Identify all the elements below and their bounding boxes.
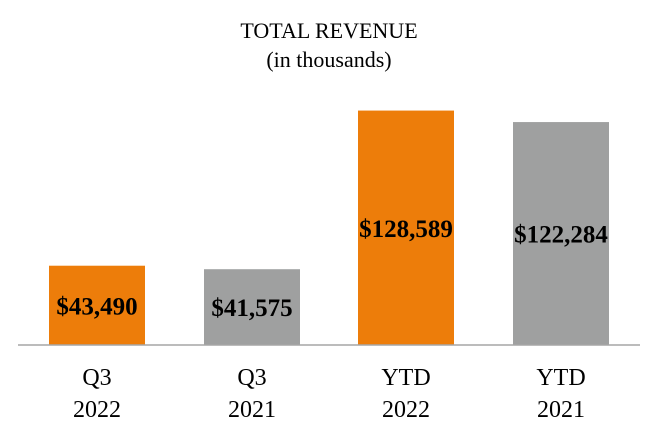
category-label-0-line-1: 2022 <box>73 397 121 423</box>
bar-2 <box>358 110 454 346</box>
chart-title: TOTAL REVENUE <box>240 18 417 43</box>
category-label-1-line-1: 2021 <box>228 397 276 423</box>
bar-0 <box>49 265 145 345</box>
bar-3 <box>513 122 609 345</box>
bar-value-label-2: $128,589 <box>359 216 453 243</box>
category-label-2-line-1: 2022 <box>382 397 430 423</box>
bar-value-label-3: $122,284 <box>514 222 608 249</box>
bars-group: $43,490 $41,575 $128,589 $122,284 <box>49 110 609 346</box>
category-label-3-line-1: 2021 <box>537 397 585 423</box>
chart-subtitle: (in thousands) <box>266 47 391 72</box>
category-labels-group: Q3 2022 Q3 2021 YTD 2022 YTD 2021 <box>73 365 586 423</box>
category-label-2-line-0: YTD <box>381 365 430 391</box>
bar-1 <box>204 269 300 345</box>
bar-value-label-0: $43,490 <box>56 293 137 320</box>
category-label-0-line-0: Q3 <box>82 365 111 391</box>
bar-value-label-1: $41,575 <box>211 295 292 322</box>
category-label-1-line-0: Q3 <box>237 365 266 391</box>
category-label-3-line-0: YTD <box>536 365 585 391</box>
